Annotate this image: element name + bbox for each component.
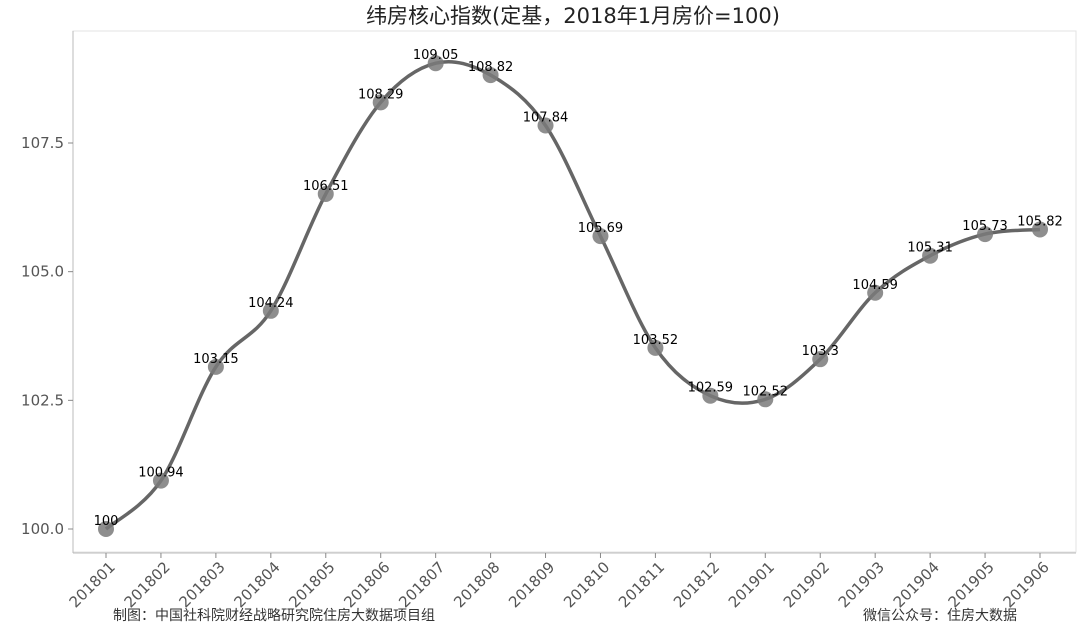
plot-border [72,30,1077,553]
y-tick-label: 102.5 [21,391,64,409]
footer-right: 微信公众号：住房大数据 [863,608,1017,624]
data-label: 109.05 [413,48,459,63]
chart-title: 纬房核心指数(定基，2018年1月房价=100) [366,4,780,28]
series-line [104,59,1041,531]
data-point [262,302,279,319]
data-point [977,226,994,243]
y-tick-label: 100.0 [21,520,64,538]
x-tick-label: 201811 [615,558,668,611]
data-point [537,117,554,134]
x-tick-label: 201904 [890,558,943,611]
data-label: 108.29 [358,87,404,102]
data-label: 105.31 [907,241,953,256]
x-tick-label: 201809 [505,558,558,611]
data-point [592,228,609,245]
data-point [922,247,939,264]
data-label: 103.52 [633,333,679,348]
data-point [372,94,389,111]
data-point [152,472,169,489]
x-tick-label: 201808 [450,558,503,611]
data-label: 102.52 [743,384,789,399]
footer-left: 制图：中国社科院财经战略研究院住房大数据项目组 [113,608,435,624]
data-point [427,55,444,72]
x-tick-label: 201806 [340,558,393,611]
data-point [757,391,774,408]
data-point [207,358,224,375]
y-tick-label: 107.5 [21,134,64,152]
x-tick-label: 201812 [670,558,723,611]
x-tick-label: 201807 [395,558,448,611]
data-label: 102.59 [688,381,734,396]
data-point [1032,221,1048,238]
x-tick-label: 201805 [285,558,338,611]
data-point [867,284,884,301]
y-tick-label: 105.0 [21,263,64,281]
data-label: 107.84 [523,111,569,126]
x-tick-label: 201801 [66,558,119,611]
data-label: 108.82 [468,60,514,75]
data-label: 105.73 [962,219,1008,234]
data-point [317,185,334,202]
data-label: 105.69 [578,221,624,236]
x-tick-label: 201905 [945,558,998,611]
x-tick-label: 201804 [230,558,283,611]
data-label: 104.24 [248,296,294,311]
data-label: 103.15 [193,352,239,367]
data-label: 106.51 [303,179,349,194]
x-tick-label: 201810 [560,558,613,611]
data-point [812,351,829,368]
data-point [647,339,664,356]
data-point [98,521,114,537]
x-tick-label: 201903 [835,558,888,611]
data-point [702,387,719,404]
data-point [482,67,499,84]
x-tick-label: 201802 [121,558,174,611]
data-label: 105.82 [1017,214,1063,229]
data-label: 104.59 [852,278,898,293]
data-label: 103.3 [802,344,839,359]
x-tick-label: 201902 [780,558,833,611]
data-label: 100 [94,514,119,529]
x-tick-label: 201906 [1000,558,1053,611]
x-tick-label: 201803 [175,558,228,611]
data-label: 100.94 [138,466,184,481]
x-tick-label: 201901 [725,558,778,611]
